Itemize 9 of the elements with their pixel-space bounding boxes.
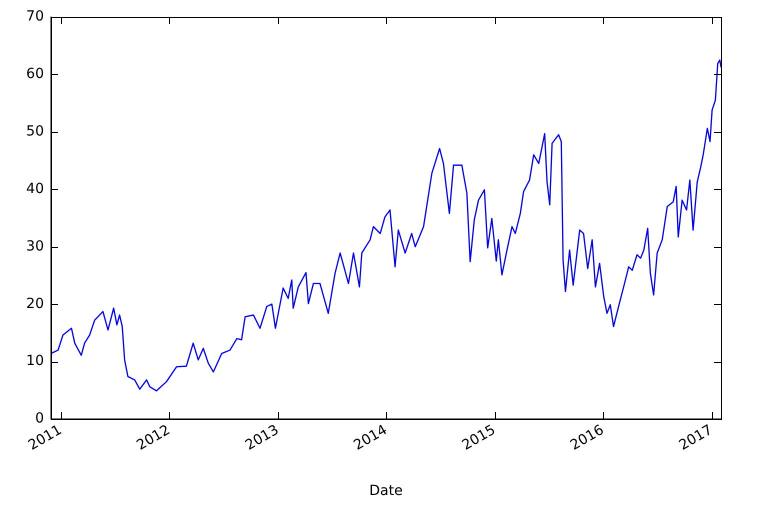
y-tick-label: 10	[26, 353, 44, 370]
y-tick-label: 0	[35, 410, 44, 427]
y-tick-label: 30	[26, 238, 44, 254]
y-tick-label: 50	[26, 124, 44, 140]
y-tick-label: 20	[26, 296, 44, 312]
y-tick-label: 40	[26, 180, 44, 197]
y-tick-label: 60	[26, 66, 44, 82]
y-tick-label: 70	[26, 8, 44, 25]
x-axis-title: Date	[369, 483, 403, 500]
